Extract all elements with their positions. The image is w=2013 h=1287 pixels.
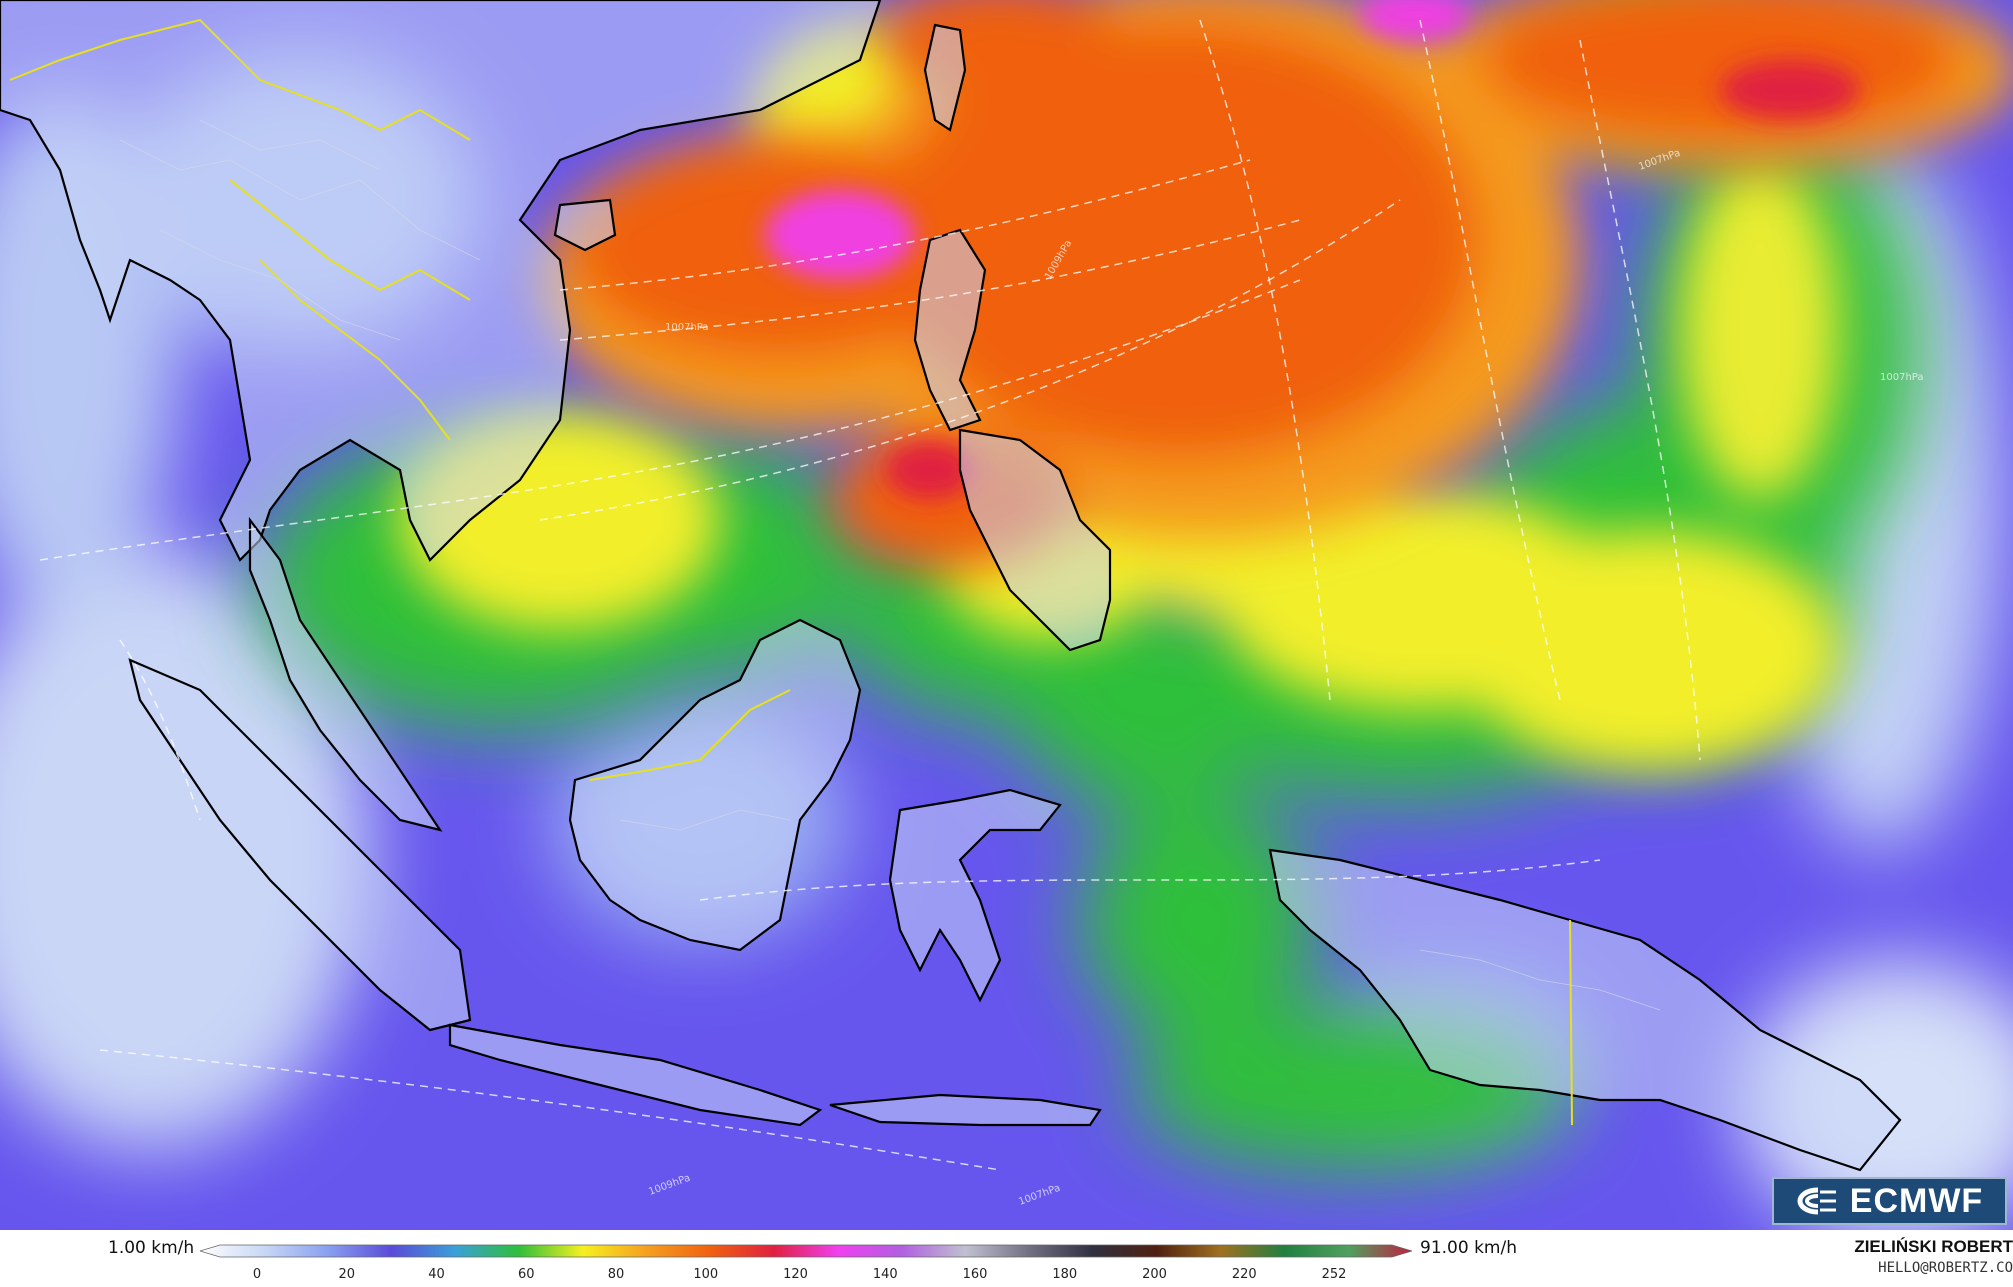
hainan-island: [553, 198, 617, 252]
legend-tick-label: 40: [428, 1267, 445, 1282]
legend-tick-label: 252: [1321, 1267, 1347, 1282]
legend-tick-label: 160: [962, 1267, 988, 1282]
new-guinea-island: [1268, 848, 1902, 1172]
legend-min-label: 1.00 km/h: [108, 1238, 195, 1258]
legend-tick-label: 0: [252, 1267, 262, 1282]
mindanao-island: [958, 428, 1112, 652]
malay-peninsula: [248, 516, 443, 832]
legend-tick-label: 100: [693, 1267, 719, 1282]
legend-tick-label: 120: [783, 1267, 808, 1282]
author-email[interactable]: HELLO@ROBERTZ.CO: [1878, 1260, 2013, 1276]
wind-field-svg: 1007hPa 1009hPa 1007hPa 1007hPa 1009hPa …: [0, 0, 2013, 1230]
isobar-label: 1007hPa: [1880, 372, 1924, 383]
java-island: [448, 1023, 823, 1127]
legend-tick-label: 60: [517, 1267, 535, 1282]
legend-tick-label: 220: [1231, 1267, 1257, 1282]
indochina-landmass: [0, 0, 882, 562]
legend-tick-label: 20: [338, 1267, 356, 1282]
landmasses: [0, 0, 1902, 1172]
legend-footer: 1.00 km/h 0 20 40 60 80 100 120 140 160 180 200 220…: [0, 1230, 2013, 1287]
legend-tick-label: 200: [1142, 1267, 1167, 1282]
lesser-sunda-islands: [829, 1093, 1102, 1127]
peak-wind-areas: [765, 0, 1860, 500]
sulawesi-island: [888, 788, 1062, 1003]
legend-tick-label: 180: [1052, 1267, 1078, 1282]
province-borders: [119, 119, 1661, 1011]
borneo-island: [568, 618, 862, 952]
ecmwf-logo: ECMWF: [1772, 1177, 2007, 1225]
legend-tick-label: 140: [872, 1267, 898, 1282]
luzon-island: [913, 228, 987, 432]
legend-tick-label: 80: [607, 1267, 625, 1282]
isobar-label: 1007hPa: [665, 322, 709, 333]
color-scale-bar: [200, 1244, 1412, 1258]
country-borders: [9, 18, 1573, 1126]
forecast-map: 1007hPa 1009hPa 1007hPa 1007hPa 1009hPa …: [0, 0, 2013, 1230]
taiwan-island: [923, 23, 967, 132]
sumatra-island: [128, 658, 472, 1032]
ecmwf-logo-text: ECMWF: [1849, 1181, 1984, 1220]
ecmwf-swirl-icon: [1797, 1187, 1836, 1215]
legend-max-label: 91.00 km/h: [1420, 1238, 1517, 1258]
isobars: [39, 19, 1701, 1171]
author-name: ZIELIŃSKI ROBERT: [1854, 1237, 2013, 1256]
color-scale-gradient: [200, 1244, 1412, 1258]
